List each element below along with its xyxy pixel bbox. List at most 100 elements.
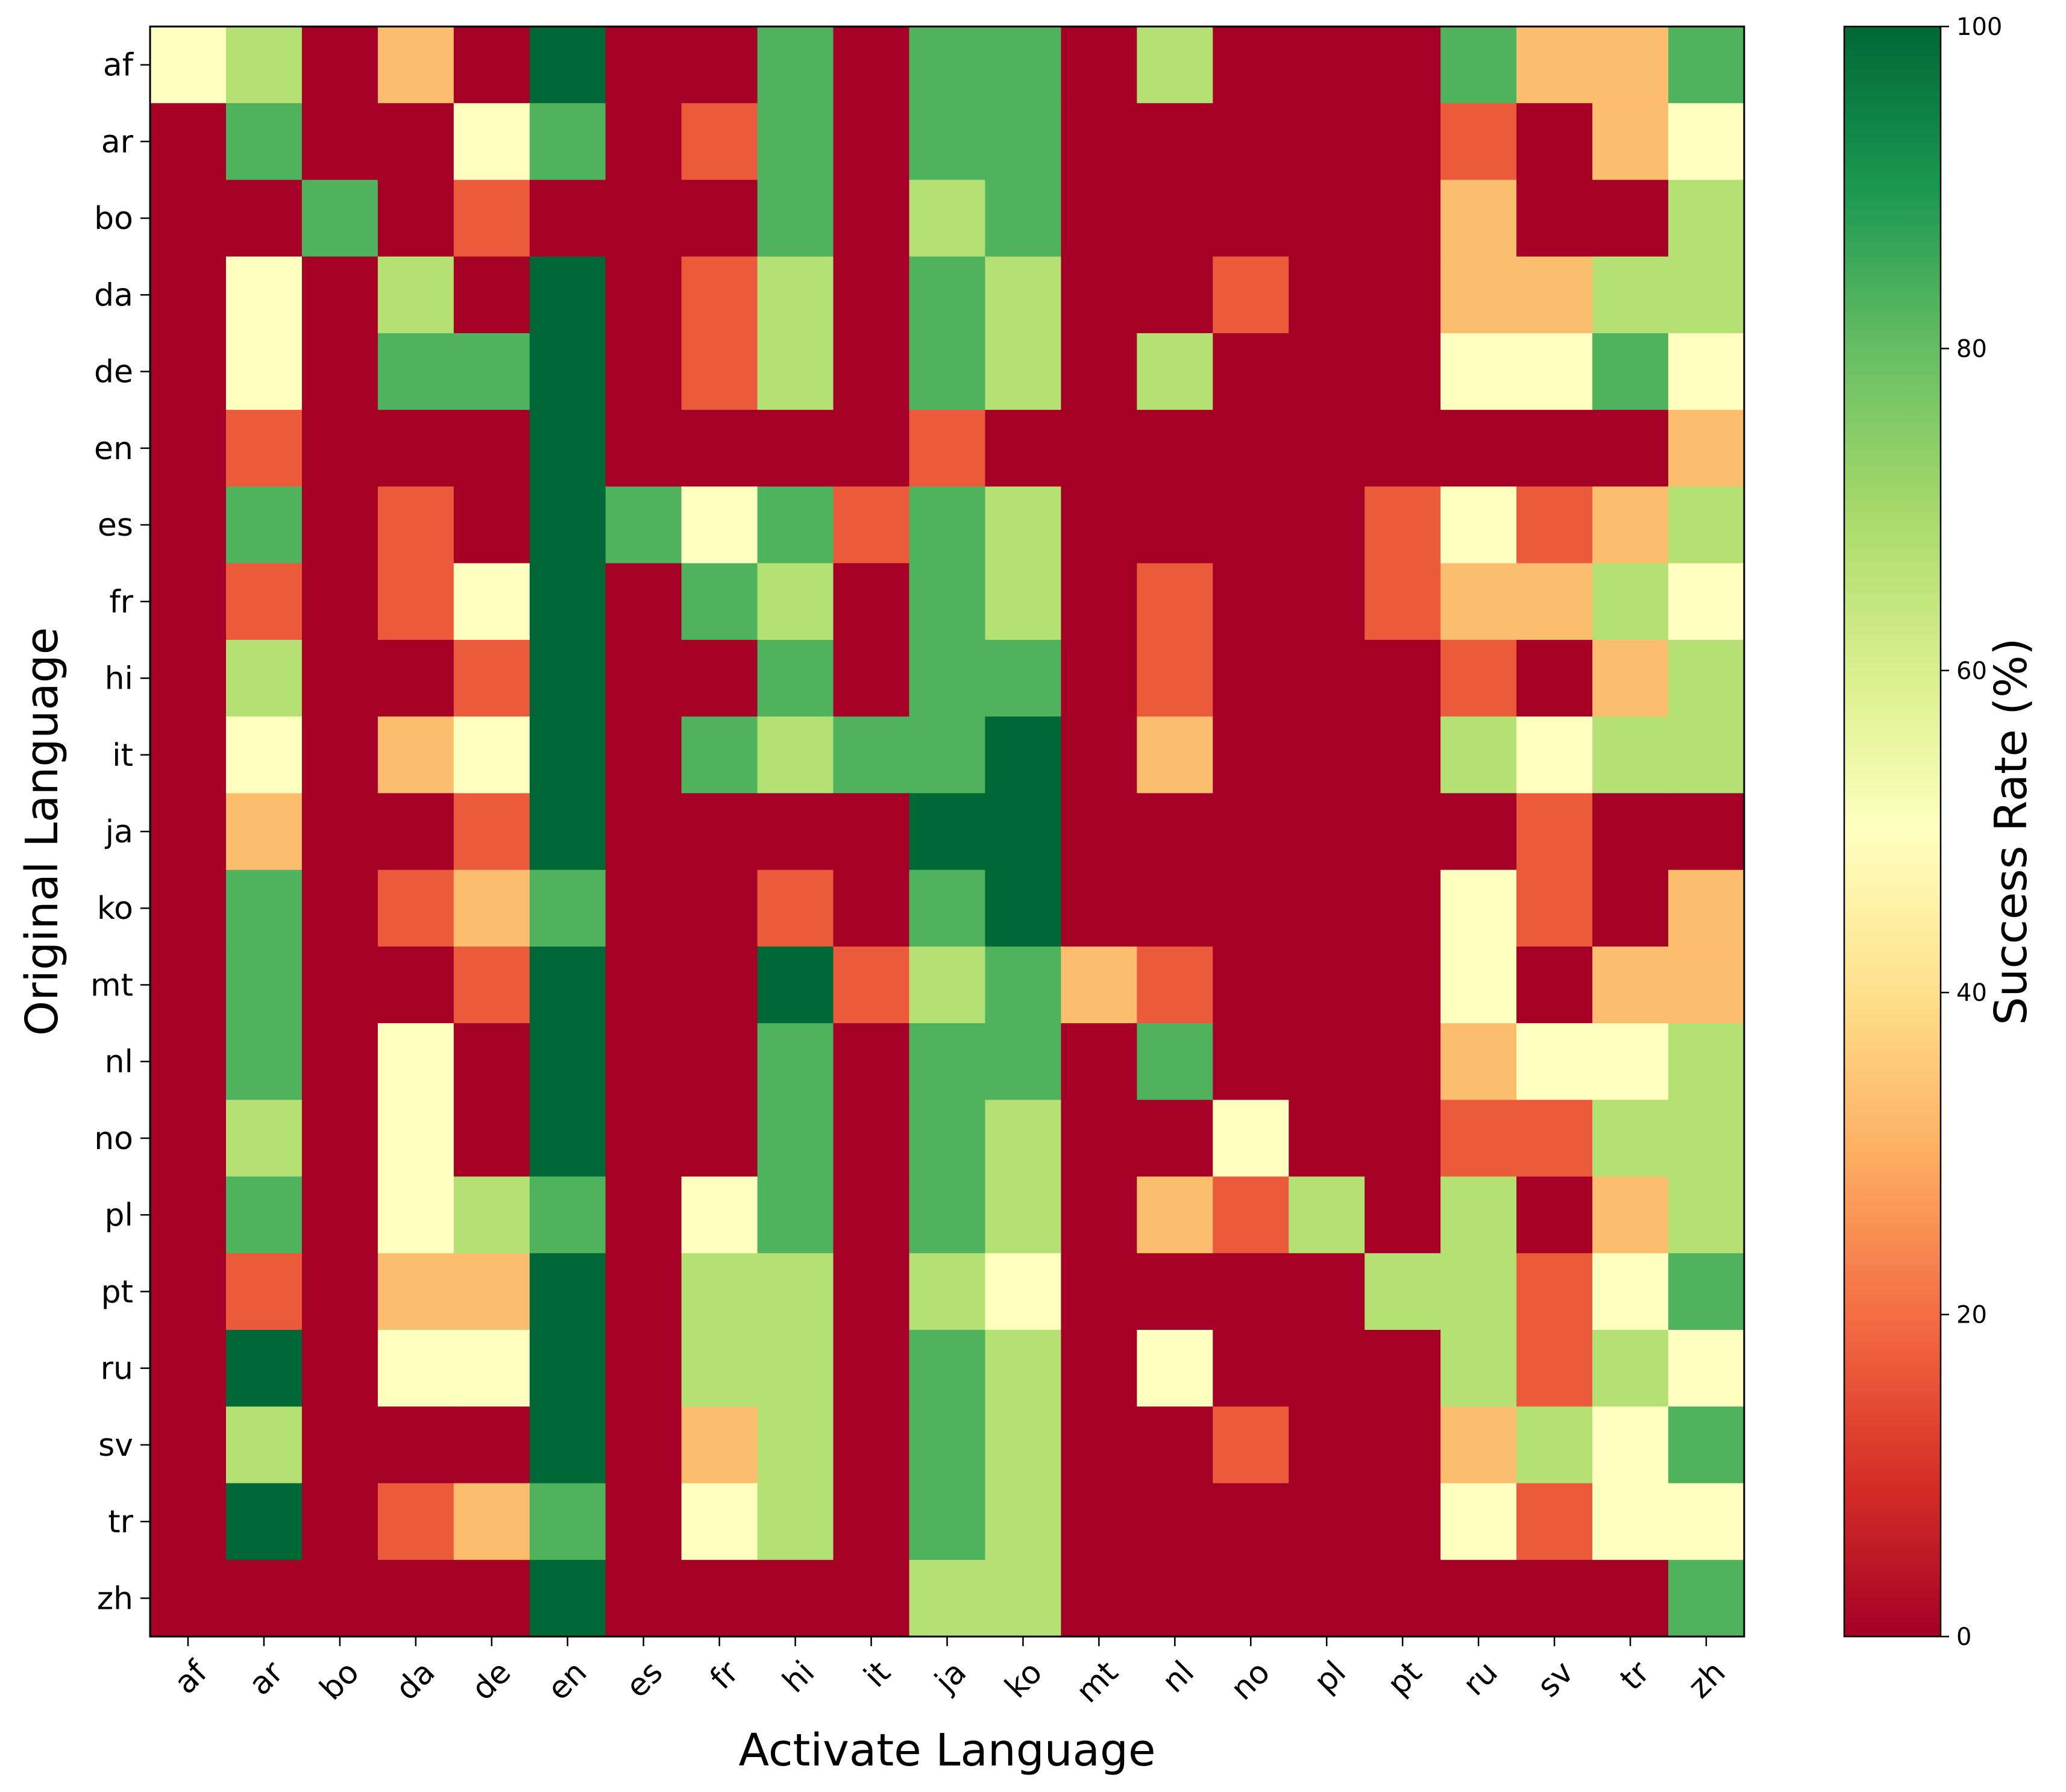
heatmap-cell-en-af xyxy=(150,410,227,487)
heatmap-cell-zh-ja xyxy=(909,1559,986,1637)
heatmap-cell-zh-ko xyxy=(985,1559,1062,1637)
heatmap-cell-pl-hi xyxy=(757,1176,834,1254)
heatmap-cell-ar-fr xyxy=(681,103,758,181)
heatmap-cell-es-bo xyxy=(301,486,378,564)
heatmap-cell-fr-hi xyxy=(757,563,834,641)
heatmap-cell-it-bo xyxy=(301,716,378,794)
heatmap-cell-en-fr xyxy=(681,410,758,487)
heatmap-cell-no-pl xyxy=(1289,1100,1365,1177)
heatmap-cell-nl-sv xyxy=(1516,1023,1593,1100)
heatmap-cell-ar-es xyxy=(605,103,682,181)
colorbar-tick-label: 80 xyxy=(1956,335,1987,363)
heatmap-cell-bo-da xyxy=(377,180,454,257)
heatmap-cell-es-pt xyxy=(1364,486,1441,564)
heatmap-cell-bo-ja xyxy=(909,180,986,257)
heatmap-cell-de-sv xyxy=(1516,333,1593,410)
heatmap-cell-hi-zh xyxy=(1668,639,1745,717)
y-tick-label: de xyxy=(94,354,133,390)
heatmap-cell-pt-en xyxy=(529,1253,606,1330)
heatmap-cell-bo-sv xyxy=(1516,180,1593,257)
heatmap-cell-sv-de xyxy=(453,1406,530,1484)
heatmap-cell-pt-es xyxy=(605,1253,682,1330)
y-tick-label: zh xyxy=(97,1581,133,1617)
heatmap-cell-ar-ja xyxy=(909,103,986,181)
heatmap-cell-tr-pt xyxy=(1364,1483,1441,1561)
heatmap-cell-en-zh xyxy=(1668,410,1745,487)
heatmap-cell-tr-tr xyxy=(1592,1483,1669,1561)
heatmap-cell-en-mt xyxy=(1061,410,1137,487)
heatmap-cell-zh-sv xyxy=(1516,1559,1593,1637)
heatmap-cell-de-no xyxy=(1213,333,1289,410)
heatmap-cell-no-bo xyxy=(301,1100,378,1177)
x-tick-label: ar xyxy=(242,1654,291,1703)
heatmap-cell-es-de xyxy=(453,486,530,564)
heatmap-cell-pt-mt xyxy=(1061,1253,1137,1330)
heatmap-cell-ru-fr xyxy=(681,1330,758,1407)
heatmap-cell-fr-nl xyxy=(1137,563,1213,641)
heatmap-cell-ko-tr xyxy=(1592,869,1669,947)
x-tick-label: tr xyxy=(1613,1654,1657,1697)
heatmap-cell-fr-ja xyxy=(909,563,986,641)
heatmap-cell-en-bo xyxy=(301,410,378,487)
heatmap-cell-ja-tr xyxy=(1592,793,1669,871)
heatmap-cell-no-de xyxy=(453,1100,530,1177)
heatmap-cell-bo-zh xyxy=(1668,180,1745,257)
heatmap-cell-ar-bo xyxy=(301,103,378,181)
heatmap-cell-pt-pl xyxy=(1289,1253,1365,1330)
heatmap-cell-ja-ja xyxy=(909,793,986,871)
heatmap-cell-ar-ko xyxy=(985,103,1062,181)
heatmap-cell-fr-tr xyxy=(1592,563,1669,641)
heatmap-cell-bo-ko xyxy=(985,180,1062,257)
colorbar-tick-label: 40 xyxy=(1956,979,1987,1007)
heatmap-cell-no-da xyxy=(377,1100,454,1177)
heatmap-cell-zh-tr xyxy=(1592,1559,1669,1637)
heatmap-cell-es-en xyxy=(529,486,606,564)
heatmap-cell-ru-it xyxy=(833,1330,910,1407)
heatmap-cell-mt-it xyxy=(833,946,910,1024)
x-axis-title: Activate Language xyxy=(739,1725,1156,1776)
heatmap-cell-nl-af xyxy=(150,1023,227,1100)
heatmap-cell-it-pl xyxy=(1289,716,1365,794)
heatmap-cell-fr-zh xyxy=(1668,563,1745,641)
heatmap-cell-ja-ar xyxy=(225,793,303,871)
x-tick-label: sv xyxy=(1531,1654,1581,1704)
heatmap-cell-tr-fr xyxy=(681,1483,758,1561)
heatmap-cell-mt-nl xyxy=(1137,946,1213,1024)
heatmap-cell-nl-es xyxy=(605,1023,682,1100)
heatmap-cell-pt-ko xyxy=(985,1253,1062,1330)
heatmap-cell-ru-sv xyxy=(1516,1330,1593,1407)
colorbar-tick-label: 20 xyxy=(1956,1302,1987,1329)
heatmap-cell-pt-da xyxy=(377,1253,454,1330)
heatmap-cell-af-es xyxy=(605,27,682,104)
heatmap-cell-no-mt xyxy=(1061,1100,1137,1177)
heatmap-cell-zh-da xyxy=(377,1559,454,1637)
heatmap-cell-pt-bo xyxy=(301,1253,378,1330)
heatmap-cell-mt-sv xyxy=(1516,946,1593,1024)
colorbar-tick-label: 0 xyxy=(1956,1623,1971,1651)
heatmap-cell-ko-ja xyxy=(909,869,986,947)
heatmap-cell-pt-tr xyxy=(1592,1253,1669,1330)
heatmap-cell-zh-mt xyxy=(1061,1559,1137,1637)
x-tick-label: es xyxy=(619,1654,670,1705)
heatmap-cell-ja-da xyxy=(377,793,454,871)
heatmap-cell-es-ja xyxy=(909,486,986,564)
heatmap-cell-it-sv xyxy=(1516,716,1593,794)
heatmap-cell-no-pt xyxy=(1364,1100,1441,1177)
heatmap-cell-zh-en xyxy=(529,1559,606,1637)
heatmap-cell-da-af xyxy=(150,256,227,334)
heatmap-cell-en-no xyxy=(1213,410,1289,487)
heatmap-cell-hi-es xyxy=(605,639,682,717)
heatmap-cell-ru-de xyxy=(453,1330,530,1407)
heatmap-cell-tr-sv xyxy=(1516,1483,1593,1561)
x-axis-ticks: af ar bo da de en es fr hi it ja ko mt nl no pl pt ru sv tr… xyxy=(168,1637,1733,1710)
heatmap-cell-hi-pl xyxy=(1289,639,1365,717)
y-tick-label: tr xyxy=(108,1504,133,1540)
heatmap-cell-pt-ru xyxy=(1440,1253,1517,1330)
y-tick-label: da xyxy=(94,277,133,313)
heatmap-cell-mt-bo xyxy=(301,946,378,1024)
heatmap-cell-ko-af xyxy=(150,869,227,947)
heatmap-cell-ko-sv xyxy=(1516,869,1593,947)
heatmap-cell-hi-de xyxy=(453,639,530,717)
heatmap-cell-hi-da xyxy=(377,639,454,717)
